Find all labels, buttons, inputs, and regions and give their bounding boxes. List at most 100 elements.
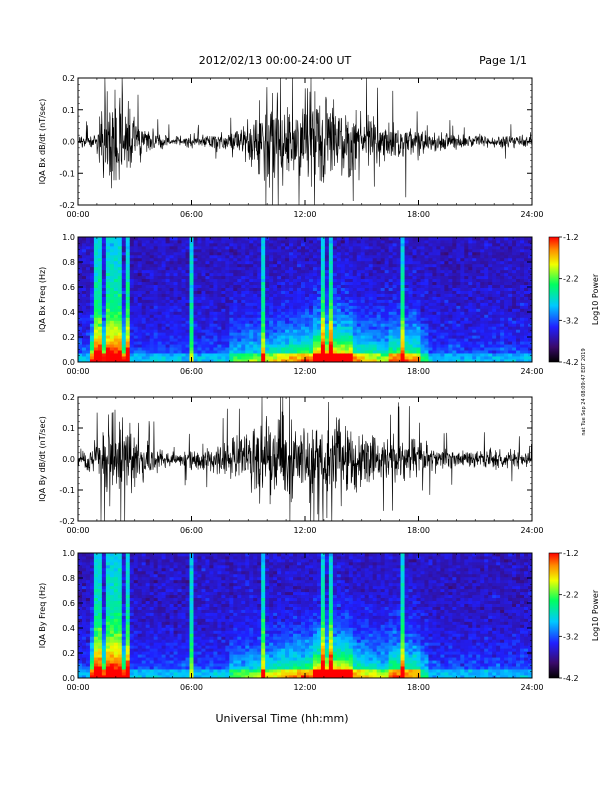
heat-cell [177, 260, 182, 265]
heat-cell [444, 305, 449, 309]
heat-cell [480, 263, 485, 268]
heat-cell [380, 278, 386, 283]
heat-cell [205, 314, 210, 318]
heat-cell [101, 323, 107, 327]
heat-cell [404, 239, 409, 244]
heat-cell [512, 305, 517, 309]
heat-cell [324, 284, 330, 288]
heat-cell [97, 356, 103, 360]
heat-cell [169, 314, 174, 318]
heat-cell [312, 245, 318, 250]
heat-cell [269, 350, 274, 354]
heat-cell [520, 329, 525, 333]
heat-cell [161, 284, 167, 288]
heat-cell [372, 356, 378, 360]
heat-cell [492, 347, 497, 351]
heat-cell [372, 317, 378, 321]
heat-cell [356, 293, 362, 297]
heat-cell [488, 269, 493, 274]
heat-cell [205, 323, 210, 327]
heat-cell [145, 350, 151, 354]
heat-cell [78, 326, 83, 330]
heat-cell [89, 317, 95, 321]
heat-cell [368, 266, 374, 271]
heat-cell [121, 248, 127, 253]
heat-cell [257, 278, 262, 283]
heat-cell [157, 251, 163, 256]
heat-cell [253, 341, 258, 345]
heat-cell [189, 257, 194, 262]
heat-cell [157, 242, 163, 247]
heat-cell [420, 251, 425, 256]
heat-cell [460, 329, 465, 333]
heat-cell [476, 299, 481, 303]
heat-cell [145, 263, 151, 268]
page-number: Page 1/1 [479, 54, 527, 67]
heat-cell [472, 326, 477, 330]
heat-cell [456, 245, 461, 250]
heat-cell [189, 287, 194, 291]
heat-cell [265, 263, 270, 268]
heat-cell [101, 359, 107, 363]
heat-cell [352, 353, 358, 357]
heat-cell [396, 237, 401, 241]
heat-cell [93, 239, 99, 244]
heat-cell [285, 290, 290, 294]
heat-cell [277, 266, 282, 271]
heat-cell [265, 245, 270, 250]
heat-cell [145, 338, 151, 342]
y-tick-label: 0.2 [62, 74, 75, 83]
heat-cell [78, 332, 83, 336]
heat-cell [380, 245, 386, 250]
heat-cell [129, 260, 135, 265]
heat-cell [440, 248, 445, 253]
heat-cell [117, 245, 123, 250]
heat-cell [169, 296, 174, 300]
heat-cell [496, 299, 501, 303]
heat-cell [500, 341, 505, 345]
heat-cell [105, 272, 111, 277]
heat-cell [161, 281, 167, 286]
heat-cell [145, 347, 151, 351]
heat-cell [460, 296, 465, 300]
heat-cell [376, 356, 382, 360]
heat-cell [97, 278, 103, 283]
heat-cell [93, 290, 99, 294]
heat-cell [400, 299, 405, 303]
heat-cell [189, 254, 194, 259]
heat-cell [396, 272, 401, 277]
heat-cell [229, 257, 234, 262]
heat-cell [360, 254, 366, 259]
heat-cell [368, 272, 374, 277]
heat-cell [428, 311, 433, 315]
heat-cell [137, 275, 143, 280]
heat-cell [301, 287, 306, 291]
heat-cell [528, 293, 533, 297]
heat-cell [516, 356, 521, 360]
heat-cell [117, 305, 123, 309]
heat-cell [448, 326, 453, 330]
heat-cell [149, 242, 155, 247]
heat-cell [420, 353, 425, 357]
heat-cell [496, 257, 501, 262]
heat-cell [528, 341, 533, 345]
heat-cell [205, 284, 210, 288]
heat-cell [372, 281, 378, 286]
heat-cell [396, 266, 401, 271]
heat-cell [273, 239, 278, 244]
heat-cell [396, 287, 401, 291]
heat-cell [285, 356, 290, 360]
heat-cell [444, 257, 449, 262]
heat-cell [516, 326, 521, 330]
heat-cell [301, 257, 306, 262]
heat-cell [524, 260, 529, 265]
heat-cell [364, 344, 370, 348]
heat-cell [428, 302, 433, 306]
heat-cell [336, 239, 342, 244]
heat-cell [273, 260, 278, 265]
heat-cell [249, 245, 254, 250]
heat-cell [253, 251, 258, 256]
heat-cell [153, 338, 159, 342]
heat-cell [289, 242, 294, 247]
heat-cell [193, 260, 198, 265]
